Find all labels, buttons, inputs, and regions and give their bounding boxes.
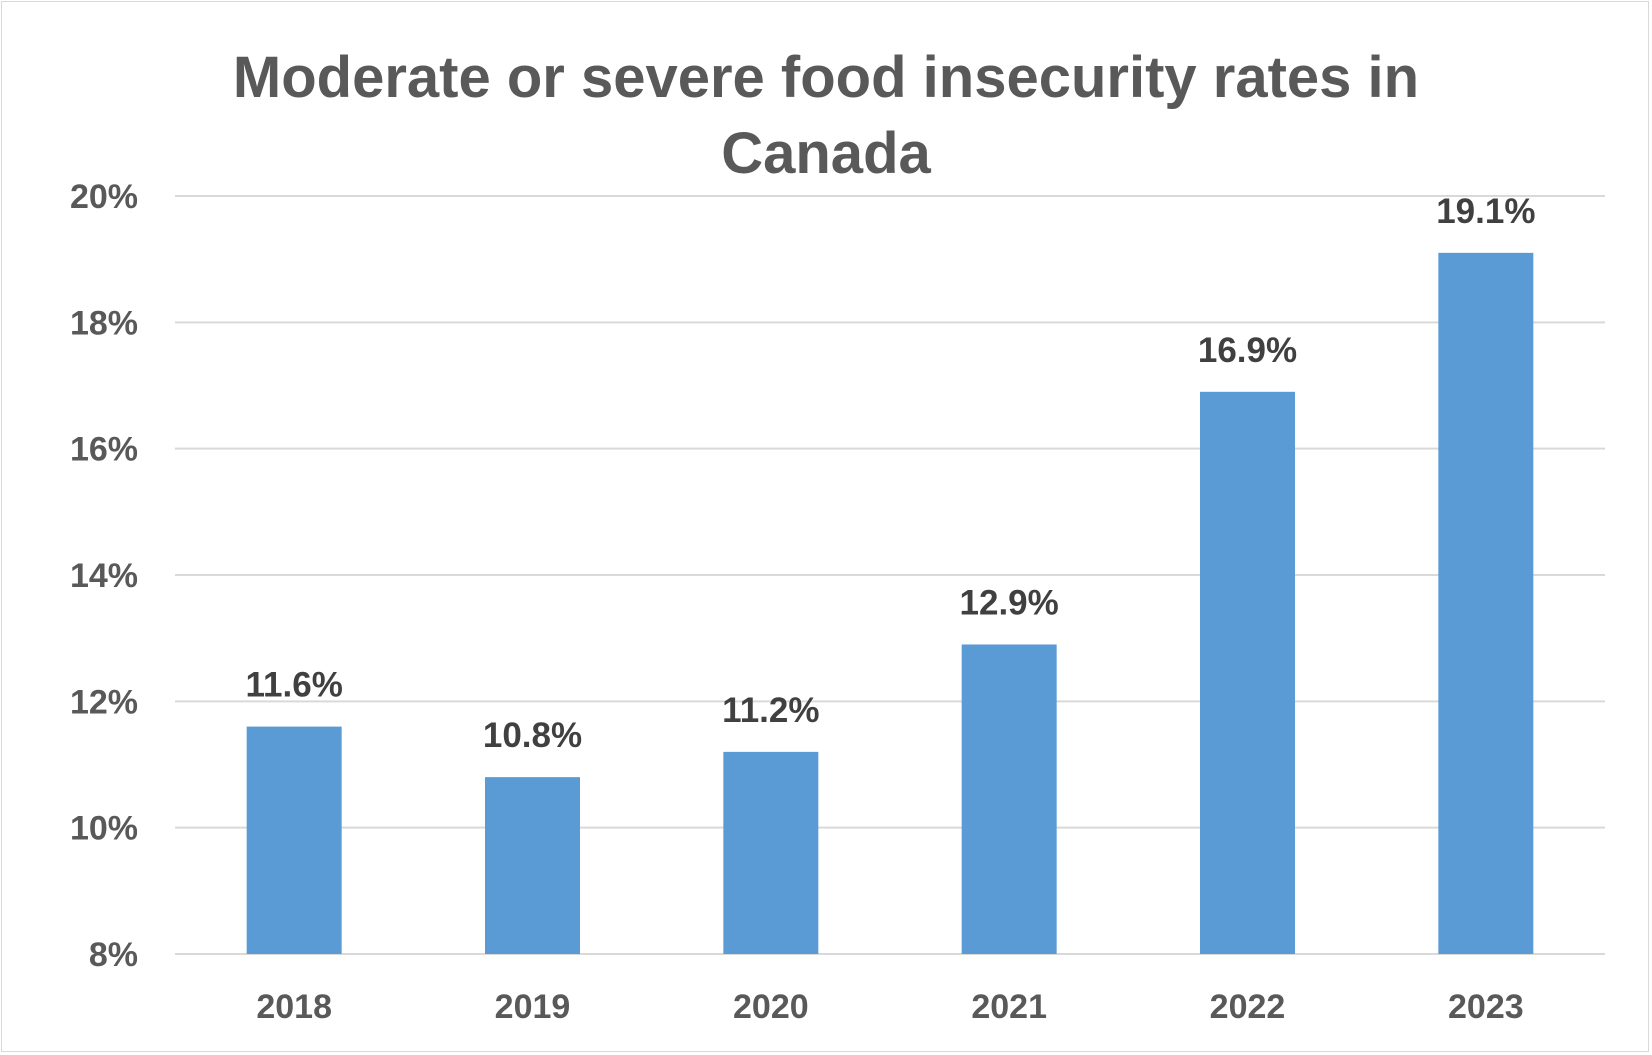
x-tick-label-2020: 2020 bbox=[733, 988, 809, 1026]
bar-2023 bbox=[1438, 252, 1534, 955]
data-label-2023: 19.1% bbox=[1436, 192, 1535, 231]
bar-2018 bbox=[246, 726, 342, 954]
bar-2019 bbox=[485, 777, 580, 954]
x-tick-label-2022: 2022 bbox=[1210, 988, 1286, 1026]
x-tick-label-2018: 2018 bbox=[256, 988, 332, 1026]
y-tick-label: 10% bbox=[70, 810, 138, 848]
x-tick-label-2023: 2023 bbox=[1448, 988, 1524, 1026]
bars bbox=[246, 252, 1534, 955]
data-label-2022: 16.9% bbox=[1198, 331, 1297, 370]
chart-title: Moderate or severe food insecurity rates… bbox=[0, 40, 1652, 192]
x-axis-tick-labels: 2018 2019 2020 2021 2022 2023 bbox=[256, 988, 1523, 1026]
data-label-2018: 11.6% bbox=[246, 666, 343, 705]
y-tick-label: 14% bbox=[70, 557, 138, 595]
data-label-2020: 11.2% bbox=[722, 691, 819, 730]
bar-2022 bbox=[1200, 391, 1295, 955]
y-tick-label: 8% bbox=[89, 936, 138, 974]
gridlines bbox=[175, 195, 1605, 955]
y-tick-label: 16% bbox=[70, 431, 138, 469]
y-axis-tick-labels: 8% 10% 12% 14% 16% 18% 20% bbox=[70, 178, 138, 974]
data-labels: 11.6% 10.8% 11.2% 12.9% 16.9% 19.1% bbox=[246, 192, 1536, 755]
y-tick-label: 18% bbox=[70, 304, 138, 342]
x-tick-label-2021: 2021 bbox=[971, 988, 1047, 1026]
y-tick-label: 20% bbox=[70, 178, 138, 216]
data-label-2021: 12.9% bbox=[960, 583, 1059, 622]
bar-2020 bbox=[723, 751, 819, 954]
y-tick-label: 12% bbox=[70, 683, 138, 721]
x-tick-label-2019: 2019 bbox=[495, 988, 571, 1026]
bar-2021 bbox=[961, 644, 1057, 954]
data-label-2019: 10.8% bbox=[483, 716, 582, 755]
chart-title-line-2: Canada bbox=[721, 121, 931, 186]
chart-title-line-1: Moderate or severe food insecurity rates… bbox=[232, 45, 1420, 110]
